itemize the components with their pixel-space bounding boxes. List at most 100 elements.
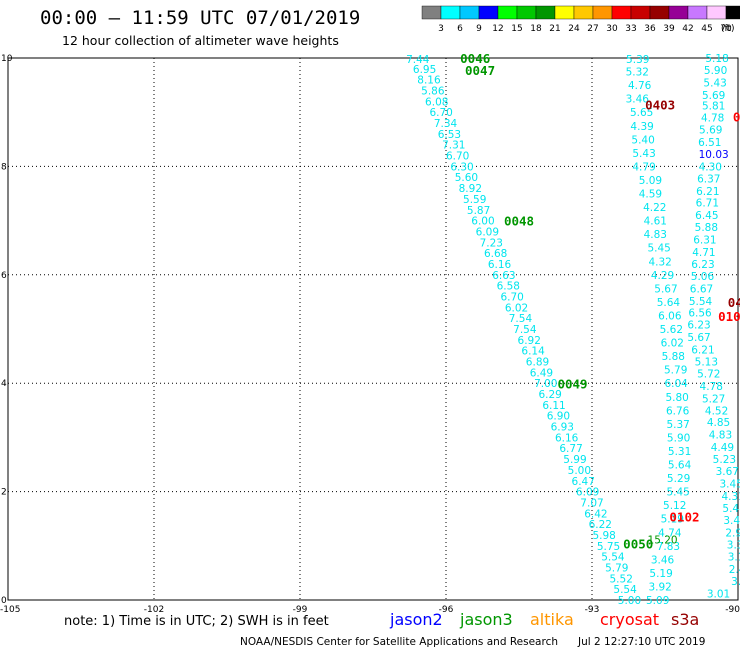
wave-height-point: 5.06 [691,271,715,283]
legend-note: note: 1) Time is in UTC; 2) SWH is in fe… [64,614,329,629]
wave-height-point: 4.71 [692,247,715,259]
wave-height-point: 5.19 [661,514,684,526]
wave-height-point: 6.08 [425,96,448,108]
colorbar-swatch [573,5,594,20]
wave-height-point: 7.44 [406,54,430,66]
wave-height-point: 4.31 [721,491,740,503]
wave-height-point: 7.31 [442,140,465,152]
wave-height-point: 6.04 [664,378,688,390]
wave-height-point: 7.83 [657,541,680,553]
wave-height-point: 8.16 [417,75,441,87]
wave-height-point: 6.22 [589,519,612,531]
wave-height-point: 6.76 [666,405,690,417]
wave-height-point: 5.19 [649,568,672,580]
colorbar-label: 42 [682,24,693,34]
wave-height-point: 7.23 [480,237,503,249]
satellite-legend-item: cryosat [600,610,659,629]
wave-height-point: 5.80 [665,392,688,404]
wave-height-point: 6.42 [584,508,607,520]
y-tick-label: 4 [1,379,7,389]
wave-height-point: 5.88 [695,222,718,234]
wave-height-point: 5.79 [605,562,628,574]
wave-height-point: 4.76 [628,80,652,92]
wave-height-point: 7.54 [513,324,537,336]
colorbar-unit: (ft) [721,24,735,34]
wave-height-point: 7.34 [434,118,458,130]
wave-height-point: 6.63 [492,270,515,282]
wave-height-point: 10.03 [699,149,729,161]
wave-height-point: 5.86 [421,86,445,98]
colorbar-label: 30 [606,24,618,34]
wave-height-point: 4.22 [643,202,666,214]
wave-height-point: 5.18 [705,53,728,65]
colorbar-swatch [630,5,651,20]
wave-height-point: 6.89 [526,357,549,369]
wave-height-point: 7.54 [509,313,533,325]
wave-height-point: 6.21 [696,186,719,198]
pass-label: 0402 [728,295,740,310]
wave-height-point: 5.75 [597,541,620,553]
wave-height-point: 7.07 [580,497,603,509]
satellite-legend-item: jason3 [459,610,513,629]
wave-height-point: 5.62 [660,324,683,336]
wave-height-point: 5.00 [618,595,641,607]
wave-height-point: 5.09 [646,595,669,607]
wave-height-point: 5.45 [666,487,689,499]
wave-height-point: 5.09 [639,175,662,187]
plot-frame [7,57,739,601]
colorbar-label: 45 [701,24,712,34]
wave-height-point: 5.88 [662,351,685,363]
wave-height-point: 5.87 [467,205,490,217]
wave-height-point: 5.59 [463,194,486,206]
chart-subtitle: 12 hour collection of altimeter wave hei… [62,33,339,48]
colorbar-swatch [649,5,670,20]
wave-height-point: 6.00 [471,216,494,228]
wave-height-point: 5.43 [632,148,655,160]
wave-height-point: 4.83 [709,430,732,442]
wave-height-point: 6.06 [658,310,682,322]
wave-height-point: 5.27 [702,393,725,405]
wave-height-point: 6.45 [695,210,718,222]
wave-height-point: 5.31 [668,446,691,458]
colorbar-legend: 3 6 9 12 15 18 21 24 27 30 33 36 39 42 45 70(ft) [421,5,740,34]
y-tick-label: 10 [1,54,13,64]
wave-height-point: 6.53 [438,129,461,141]
wave-height-point: 6.47 [572,476,595,488]
colorbar-swatch [459,5,480,20]
wave-height-point: 6.02 [661,338,684,350]
pass-label: 0049 [557,376,587,391]
wave-height-point: 6.71 [696,198,719,210]
wave-height-point: 5.81 [702,101,725,113]
pass-label: 01 [733,110,740,125]
colorbar-label: 9 [476,24,482,34]
pass-label: 0102 [669,510,699,525]
pass-label: 0047 [465,63,495,78]
colorbar-label: 27 [587,24,598,34]
wave-height-point: 4.85 [707,417,730,429]
colorbar-label: 6 [457,24,463,34]
wave-height-point: 5.90 [667,432,690,444]
wave-height-point: 5.65 [630,107,653,119]
wave-height-point: 5.23 [713,454,736,466]
wave-height-point: 6.14 [521,346,545,358]
satellite-legend-item: altika [530,610,574,629]
wave-height-point: 6.93 [551,422,574,434]
x-tick-label: -105 [0,605,20,615]
wave-height-point: 4.79 [632,161,655,173]
y-tick-label: 8 [1,162,7,172]
wave-height-point: 4.29 [651,270,674,282]
wave-height-point: 6.56 [688,308,712,320]
wave-height-point: 3.13 [728,552,740,564]
wave-height-point: 5.64 [668,460,692,472]
x-tick-label: -93 [585,605,600,615]
colorbar-label: 33 [625,24,636,34]
wave-height-point: 6.16 [555,432,579,444]
y-tick-label: 2 [1,488,7,498]
wave-height-point: 6.68 [484,248,507,260]
wave-height-point: 6.29 [538,389,561,401]
x-tick-label: -90 [725,605,740,615]
wave-height-point: 6.11 [542,400,565,412]
wave-height-point: 6.92 [518,335,541,347]
colorbar-swatch [497,5,518,20]
